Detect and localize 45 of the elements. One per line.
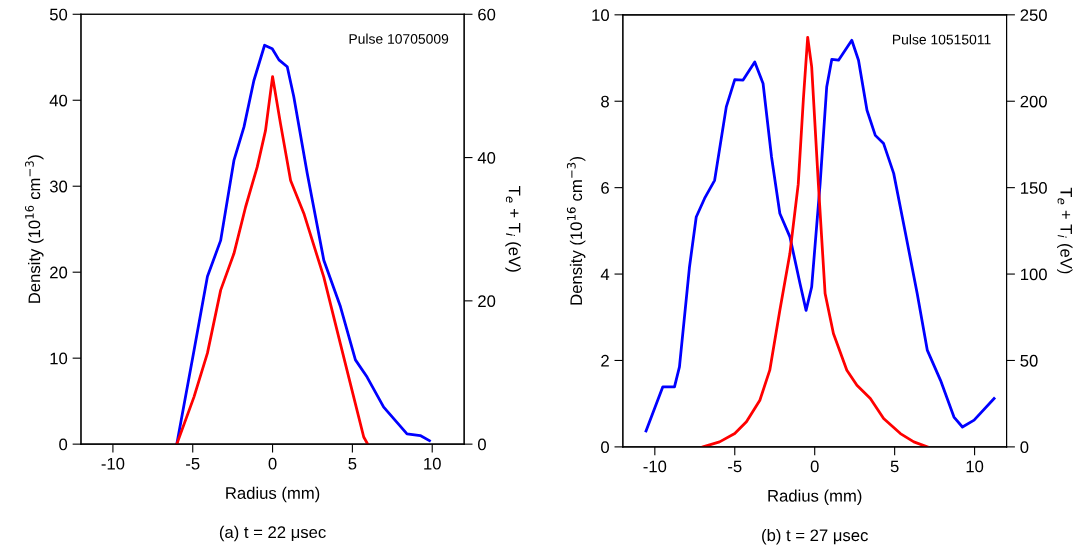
y-axis-title: Density (10$^{16}$ cm$^{−3}$)	[25, 155, 44, 303]
x-axis-title: Radius (mm)	[226, 486, 320, 503]
y-tick-label: 20	[50, 266, 68, 279]
y2-tick-label: 60	[478, 8, 496, 21]
y-tick-label: 10	[592, 9, 610, 22]
x-tick-label: -5	[728, 460, 742, 473]
y2-tick-label: 20	[478, 295, 496, 308]
line-series	[175, 43, 431, 445]
x-tick-label: -5	[186, 457, 200, 470]
x-tick-label: 10	[424, 457, 441, 470]
y2-tick-label: 50	[1020, 354, 1038, 367]
text: (a) t = 22 μsec	[219, 525, 326, 542]
x-tick-label: 0	[810, 460, 819, 473]
y-tick-label: 2	[601, 354, 609, 367]
x-tick-label: 0	[268, 457, 277, 470]
y-tick-label: 40	[49, 94, 68, 107]
y-tick-label: 8	[601, 95, 609, 108]
y2-tick-label: 200	[1020, 95, 1047, 108]
y-tick-label: 0	[59, 438, 68, 451]
y-axis-title: Density (10$^{16}$ cm$^{−3}$)	[566, 156, 586, 305]
y2-axis-title: T$_{e}$ + T$_{i}$ (eV)	[505, 186, 521, 272]
line-series	[701, 35, 929, 447]
x-tick-label: -10	[643, 460, 667, 473]
y-tick-label: 50	[49, 8, 68, 21]
y2-tick-label: 150	[1021, 182, 1047, 194]
y2-tick-label: 0	[477, 438, 486, 451]
x-tick-label: -10	[101, 457, 125, 470]
x-tick-label: 10	[966, 460, 984, 473]
y2-tick-label: 100	[1021, 268, 1047, 281]
y-tick-label: 30	[49, 180, 68, 193]
x-tick-label: 5	[890, 460, 899, 473]
y-tick-label: 4	[600, 268, 610, 281]
y-tick-label: 0	[601, 441, 610, 454]
y2-tick-label: 250	[1020, 9, 1047, 22]
x-tick-label: 5	[348, 457, 357, 470]
annotation: Pulse 10515011	[892, 34, 991, 45]
y2-tick-label: 40	[477, 151, 496, 164]
y2-axis-title: T$_{e}$ + T$_{i}$ (eV)	[1057, 187, 1073, 274]
x-axis-title: Radius (mm)	[768, 489, 862, 506]
y-tick-label: 6	[601, 182, 609, 194]
y-tick-label: 10	[50, 352, 68, 365]
line-series	[175, 75, 370, 445]
text: (b) t = 27 μsec	[762, 528, 868, 545]
y2-tick-label: 0	[1020, 441, 1029, 454]
annotation: Pulse 10705009	[349, 33, 449, 44]
